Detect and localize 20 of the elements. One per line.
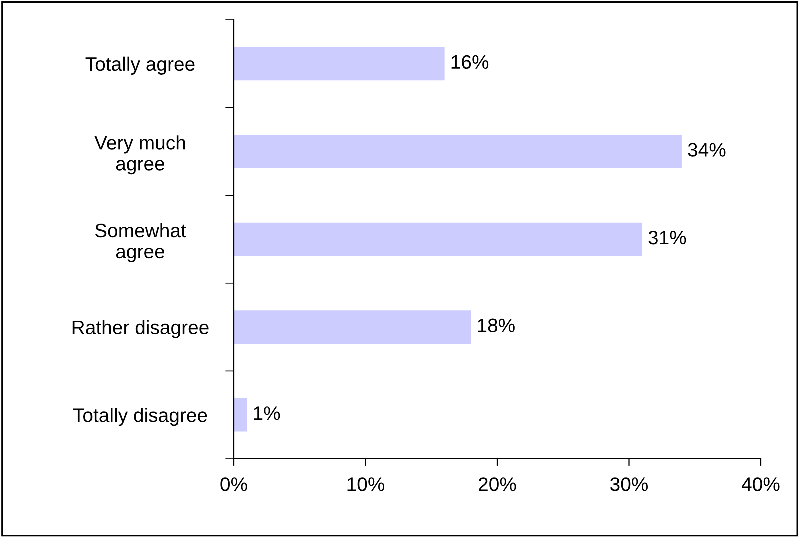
bar [234, 398, 248, 432]
x-tick-label: 20% [479, 478, 516, 492]
bar [234, 135, 682, 168]
data-label: 34% [688, 143, 726, 157]
y-tick-label: Totally disagree [73, 408, 208, 426]
x-tick-label: 40% [742, 478, 780, 492]
bar [234, 222, 642, 256]
y-tick-label: Very much agree [94, 136, 186, 175]
bar [234, 47, 445, 81]
y-tick-label: Somewhat agree [95, 223, 186, 262]
data-label: 16% [452, 55, 489, 70]
x-tick-label: 0% [220, 478, 248, 492]
x-tick-label: 10% [348, 478, 385, 492]
y-tick-label: Totally agree [86, 56, 195, 75]
y-tick-label: Rather disagree [72, 320, 209, 338]
x-tick-label: 30% [610, 478, 648, 492]
bar [234, 310, 472, 344]
data-label: 18% [478, 318, 515, 333]
data-label: 1% [254, 406, 280, 420]
data-label: 31% [648, 230, 686, 245]
